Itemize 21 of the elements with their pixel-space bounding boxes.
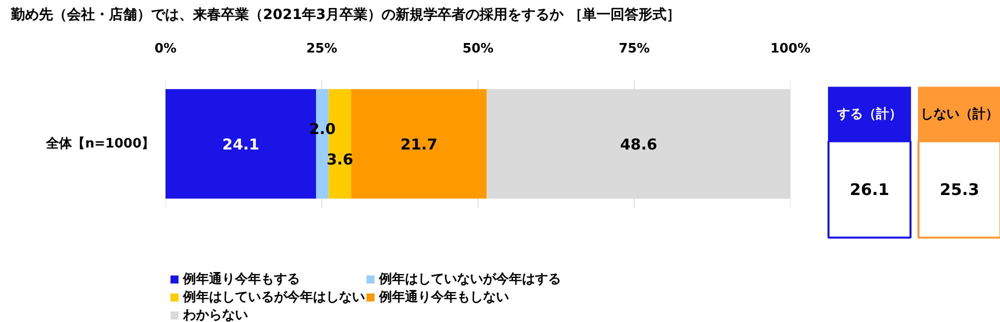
- legend-label: 例年通り今年もする: [183, 271, 300, 288]
- data-label: 48.6: [620, 135, 658, 154]
- bar: [351, 89, 487, 199]
- x-tick-label: 50%: [462, 42, 494, 56]
- legend-label: 例年通り今年もしない: [379, 289, 509, 306]
- chart-title: 勤め先（会社・店舗）では、来春卒業（2021年3月卒業）の新規学卒者の採用をするか ［単一回答形式］: [11, 6, 681, 25]
- text: しない（計）: [920, 106, 998, 122]
- y-tick-label: 全体【n=1000】: [45, 135, 155, 152]
- x-tick-label: 100%: [770, 42, 811, 56]
- data-label: 2.0: [309, 120, 336, 138]
- text: 26.1: [850, 180, 890, 199]
- legend-label: わからない: [183, 307, 248, 322]
- legend-label: 例年はしているが今年はしない: [183, 289, 365, 306]
- legend-label: 例年はしていないが今年はする: [379, 271, 561, 288]
- text: 25.3: [940, 180, 980, 199]
- data-label: 24.1: [222, 135, 260, 154]
- x-tick-label: 75%: [618, 42, 650, 56]
- text: する（計）: [836, 106, 902, 122]
- x-tick-label: 25%: [306, 42, 338, 56]
- x-tick-label: 0%: [154, 42, 177, 56]
- data-label: 21.7: [400, 135, 438, 154]
